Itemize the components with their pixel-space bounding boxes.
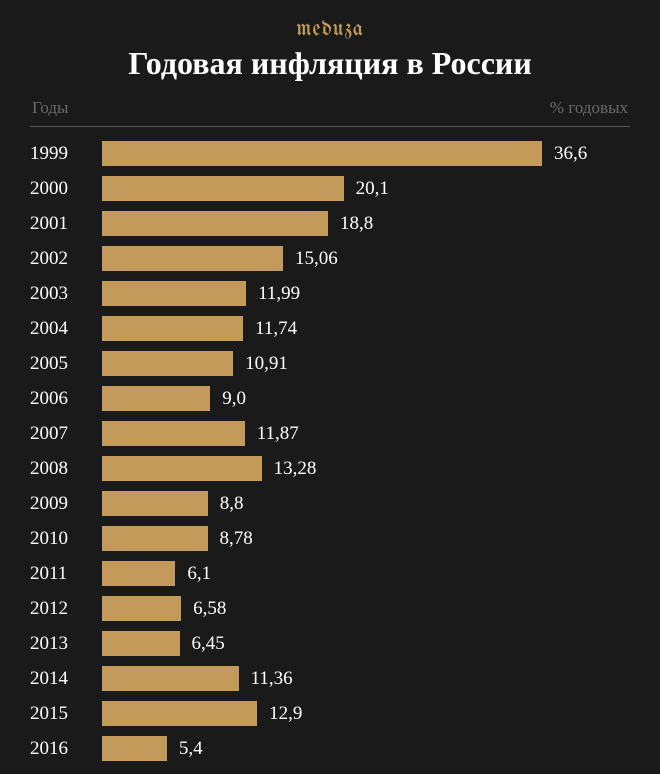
bar-area: 11,74 [102, 316, 630, 341]
year-label: 2001 [30, 213, 102, 235]
bar-area: 6,1 [102, 561, 630, 586]
value-label: 11,87 [257, 423, 299, 445]
bar-row: 2002 15,06 [30, 246, 630, 271]
bar [102, 421, 245, 446]
bar-row: 2004 11,74 [30, 316, 630, 341]
value-label: 6,58 [193, 598, 226, 620]
bar [102, 351, 233, 376]
bar [102, 211, 328, 236]
value-label: 15,06 [295, 248, 338, 270]
bar [102, 701, 257, 726]
bar [102, 316, 243, 341]
bar-area: 20,1 [102, 176, 630, 201]
bar-area: 18,8 [102, 211, 630, 236]
bar-row: 2000 20,1 [30, 176, 630, 201]
bar-row: 2007 11,87 [30, 421, 630, 446]
value-label: 11,99 [258, 283, 300, 305]
bar-area: 36,6 [102, 141, 630, 166]
bar-area: 15,06 [102, 246, 630, 271]
value-label: 36,6 [554, 143, 587, 165]
divider [30, 126, 630, 127]
year-label: 2005 [30, 353, 102, 375]
bar-row: 2001 18,8 [30, 211, 630, 236]
bar-area: 8,8 [102, 491, 630, 516]
year-label: 2011 [30, 563, 102, 585]
logo: meduza [30, 18, 630, 41]
value-label: 18,8 [340, 213, 373, 235]
chart-title: Годовая инфляция в России [30, 45, 630, 82]
x-axis-label: % годовых [550, 98, 628, 118]
bar-area: 13,28 [102, 456, 630, 481]
bar-area: 5,4 [102, 736, 630, 761]
value-label: 6,1 [187, 563, 211, 585]
bar [102, 631, 180, 656]
bar-row: 2015 12,9 [30, 701, 630, 726]
bar-row: 2010 8,78 [30, 526, 630, 551]
bar-row: 1999 36,6 [30, 141, 630, 166]
value-label: 8,78 [220, 528, 253, 550]
year-label: 2009 [30, 493, 102, 515]
year-label: 2002 [30, 248, 102, 270]
value-label: 5,4 [179, 738, 203, 760]
bar-row: 2003 11,99 [30, 281, 630, 306]
bar-area: 9,0 [102, 386, 630, 411]
bar-row: 2012 6,58 [30, 596, 630, 621]
bar-row: 2014 11,36 [30, 666, 630, 691]
value-label: 20,1 [356, 178, 389, 200]
year-label: 2008 [30, 458, 102, 480]
bar [102, 386, 210, 411]
year-label: 2007 [30, 423, 102, 445]
bar-row: 2009 8,8 [30, 491, 630, 516]
bar [102, 596, 181, 621]
bar [102, 736, 167, 761]
year-label: 2004 [30, 318, 102, 340]
axis-header: Годы % годовых [30, 98, 630, 118]
bar [102, 666, 239, 691]
bar-row: 2006 9,0 [30, 386, 630, 411]
value-label: 9,0 [222, 388, 246, 410]
chart-container: meduza Годовая инфляция в России Годы % … [0, 0, 660, 774]
bar [102, 491, 208, 516]
year-label: 1999 [30, 143, 102, 165]
bar-row: 2013 6,45 [30, 631, 630, 656]
bar-area: 6,58 [102, 596, 630, 621]
bar-area: 10,91 [102, 351, 630, 376]
bar-row: 2008 13,28 [30, 456, 630, 481]
bar-area: 11,36 [102, 666, 630, 691]
year-label: 2015 [30, 703, 102, 725]
bar-row: 2016 5,4 [30, 736, 630, 761]
year-label: 2000 [30, 178, 102, 200]
bar-area: 6,45 [102, 631, 630, 656]
value-label: 12,9 [269, 703, 302, 725]
year-label: 2006 [30, 388, 102, 410]
value-label: 8,8 [220, 493, 244, 515]
bar [102, 456, 262, 481]
bar-row: 2011 6,1 [30, 561, 630, 586]
value-label: 13,28 [274, 458, 317, 480]
year-label: 2016 [30, 738, 102, 760]
bar-area: 11,87 [102, 421, 630, 446]
bar [102, 141, 542, 166]
year-label: 2010 [30, 528, 102, 550]
value-label: 10,91 [245, 353, 288, 375]
value-label: 6,45 [192, 633, 225, 655]
bar-row: 2005 10,91 [30, 351, 630, 376]
year-label: 2014 [30, 668, 102, 690]
year-label: 2012 [30, 598, 102, 620]
bar [102, 246, 283, 271]
year-label: 2003 [30, 283, 102, 305]
bar-area: 12,9 [102, 701, 630, 726]
bar [102, 281, 246, 306]
value-label: 11,74 [255, 318, 297, 340]
bar-area: 8,78 [102, 526, 630, 551]
bar [102, 176, 344, 201]
bar-area: 11,99 [102, 281, 630, 306]
bar [102, 526, 208, 551]
value-label: 11,36 [251, 668, 293, 690]
y-axis-label: Годы [32, 98, 68, 118]
bar [102, 561, 175, 586]
bar-chart: 1999 36,6 2000 20,1 2001 18,8 2002 15,06 2003 11,… [30, 141, 630, 761]
year-label: 2013 [30, 633, 102, 655]
